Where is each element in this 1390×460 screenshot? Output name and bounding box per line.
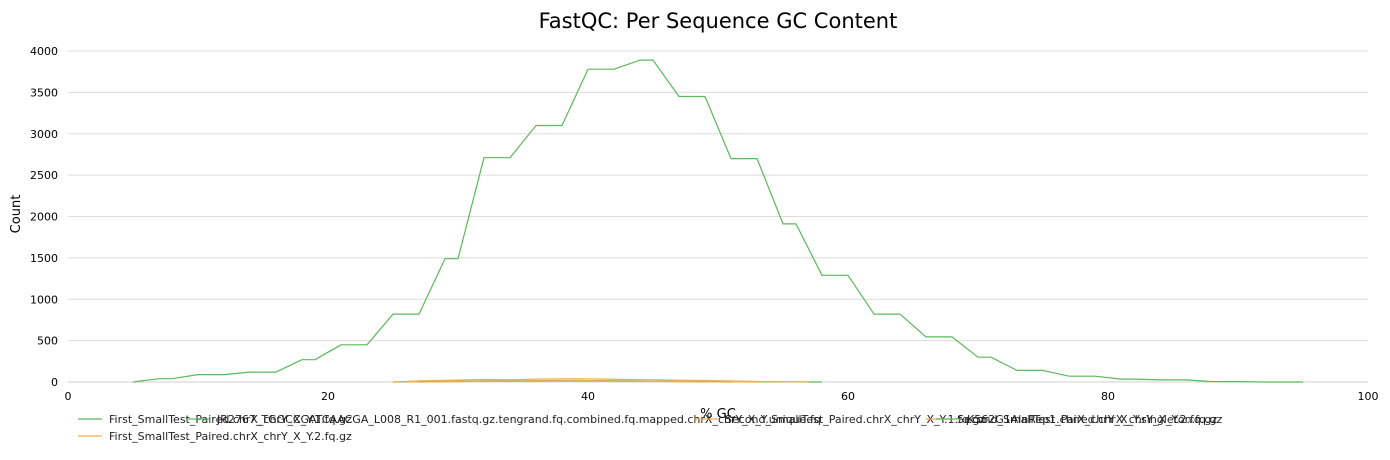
x-axis-title: % GC <box>700 407 736 422</box>
legend[interactable]: First_SmallTest_Paired.chrX_chrY_X_Y.1.f… <box>78 413 1222 443</box>
y-axis-ticks: 0 500 1000 1500 2000 2500 3000 3500 4000 <box>30 45 58 389</box>
y-tick-label-4: 2000 <box>30 211 58 224</box>
legend-label-0-2[interactable]: Second_SmallTest_Paired.chrX_chrY_X_Y.1.… <box>725 413 985 426</box>
y-tick-label-2: 1000 <box>30 293 58 306</box>
y-tick-label-5: 2500 <box>30 169 58 182</box>
x-tick-label-5: 100 <box>1358 390 1379 403</box>
y-tick-label-3: 1500 <box>30 252 58 265</box>
x-tick-label-3: 60 <box>841 390 855 403</box>
y-tick-label-0: 0 <box>51 376 58 389</box>
y-tick-label-6: 3000 <box>30 128 58 141</box>
x-tick-label-1: 20 <box>321 390 335 403</box>
legend-label-0-0[interactable]: First_SmallTest_Paired.chrX_chrY_X_Y.1.f… <box>109 413 352 426</box>
x-tick-label-4: 80 <box>1101 390 1115 403</box>
series-line-5 <box>418 380 732 383</box>
x-tick-label-0: 0 <box>65 390 72 403</box>
legend-label-0-4[interactable]: K562G1AlnRep1.chrX_chrY_X_Y.singleton.fq… <box>967 413 1222 426</box>
series-lines <box>132 59 1303 383</box>
y-tick-label-1: 500 <box>37 335 58 348</box>
y-tick-label-8: 4000 <box>30 45 58 58</box>
x-tick-label-2: 40 <box>581 390 595 403</box>
legend-label-0-3[interactable]: Second_SmallTest_Paired.chrX_chrY_X_Y.2.… <box>957 413 1217 426</box>
y-tick-label-7: 3500 <box>30 86 58 99</box>
series-line-2 <box>392 378 810 383</box>
x-axis-ticks: 0 20 40 60 80 100 <box>65 390 1379 403</box>
legend-label-0-1[interactable]: JR2767_TGGCCGATCAACGA_L008_R1_001.fastq.… <box>216 413 821 426</box>
legend-label-1-0[interactable]: First_SmallTest_Paired.chrX_chrY_X_Y.2.f… <box>109 430 352 443</box>
grid-lines <box>68 50 1368 383</box>
series-line-0 <box>132 59 1303 383</box>
chart-title: FastQC: Per Sequence GC Content <box>539 9 898 33</box>
y-axis-title: Count <box>9 195 24 234</box>
